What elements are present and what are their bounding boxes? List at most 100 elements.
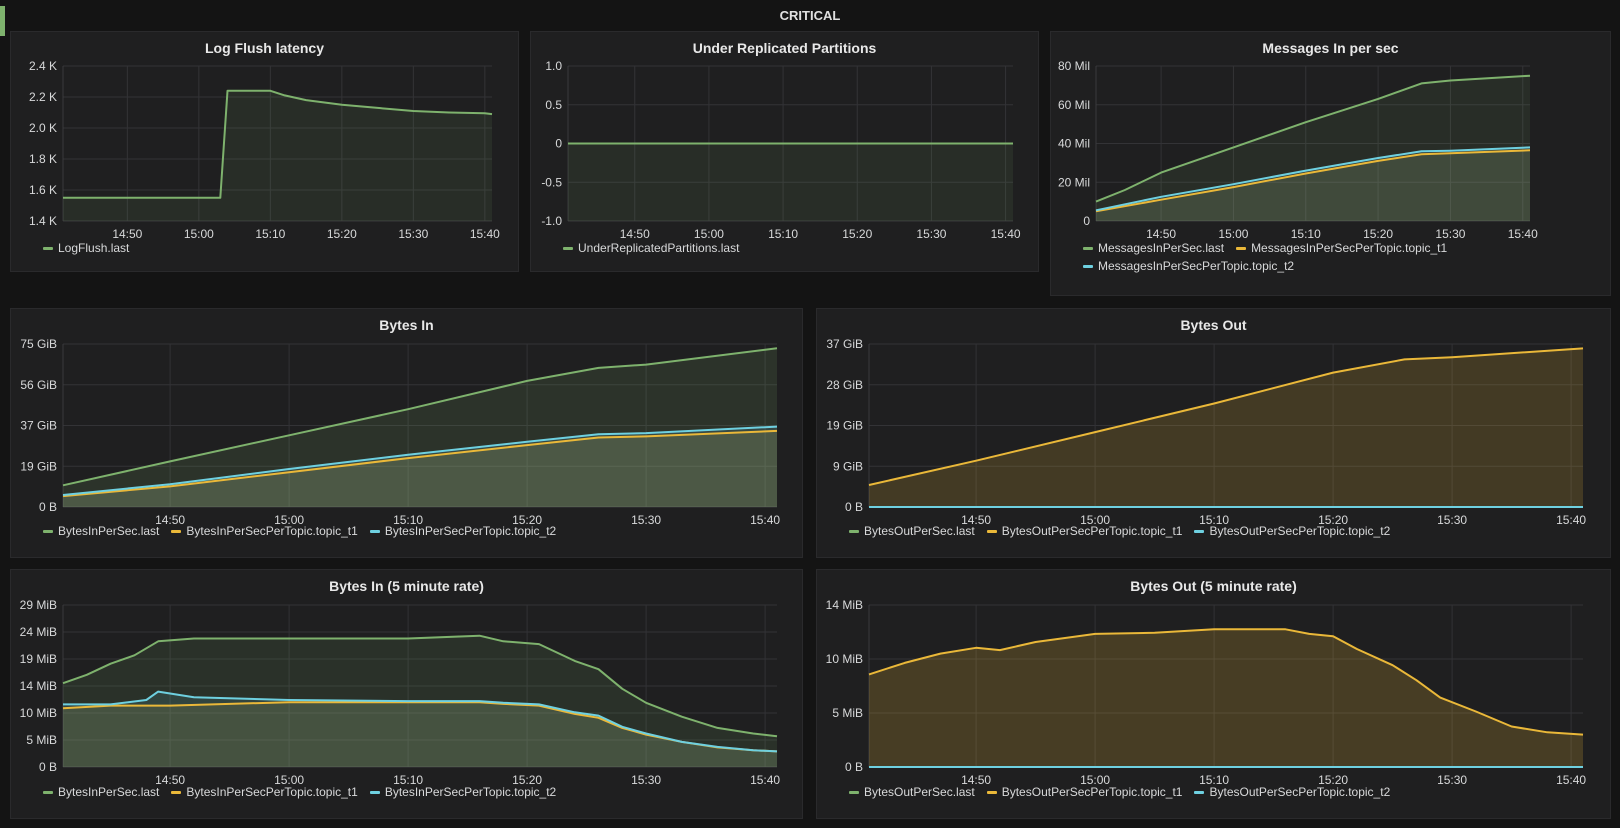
x-tick-label: 15:10: [1291, 227, 1321, 241]
chart-svg: 29 MiB 24 MiB 19 MiB 14 MiB 10 MiB 5 MiB 0 B 14…: [20, 598, 781, 787]
panel-title[interactable]: Log Flush latency: [204, 40, 324, 56]
series-line-MessagesInPerSecPerTopic.topic_t2[interactable]: [1095, 146, 1531, 212]
legend-item[interactable]: BytesInPerSecPerTopic.topic_t2: [369, 522, 557, 540]
panel-title[interactable]: Bytes In (5 minute rate): [329, 578, 484, 594]
x-tick-label: 14:50: [961, 513, 991, 527]
legend-swatch: [1083, 246, 1093, 250]
series-area-1: [869, 348, 1583, 507]
legend-item[interactable]: BytesOutPerSec.last: [849, 783, 975, 801]
legend-swatch: [369, 529, 380, 533]
legend-item[interactable]: BytesOutPerSecPerTopic.topic_t2: [1194, 783, 1390, 801]
x-tick-label: 15:10: [393, 773, 423, 787]
y-tick-label: 80 Mil: [1058, 59, 1090, 73]
x-tick-label: 15:40: [1556, 773, 1586, 787]
legend-item[interactable]: MessagesInPerSecPerTopic.topic_t2: [1083, 257, 1294, 275]
panel-bytes-in[interactable]: Bytes In 75 GiB 56 GiB 37 GiB 19 GiB 0 B 14:50…: [10, 308, 803, 558]
legend: UnderReplicatedPartitions.last: [563, 239, 1028, 257]
legend: BytesOutPerSec.last BytesOutPerSecPerTopi…: [849, 522, 1600, 540]
series-line-BytesInPerSec.last[interactable]: [62, 634, 778, 738]
legend-item[interactable]: MessagesInPerSecPerTopic.topic_t1: [1236, 239, 1447, 257]
legend-swatch: [171, 790, 182, 794]
legend-item[interactable]: BytesOutPerSecPerTopic.topic_t2: [1194, 522, 1390, 540]
legend-label: BytesInPerSecPerTopic.topic_t2: [384, 524, 557, 538]
y-tick-label: 2.4 K: [29, 59, 57, 73]
x-tick-label: 15:20: [512, 513, 542, 527]
legend-item[interactable]: BytesOutPerSec.last: [849, 522, 975, 540]
y-tick-label: 0 B: [39, 500, 57, 514]
chart-svg: 14 MiB 10 MiB 5 MiB 0 B 14:50 15:00 15:10 15:20…: [826, 598, 1587, 787]
y-tick-label: 56 GiB: [20, 378, 57, 392]
legend-item[interactable]: LogFlush.last: [43, 239, 129, 257]
x-tick-label: 15:00: [1218, 227, 1248, 241]
panel-log-flush-latency[interactable]: Log Flush latency 2.4 K 2.2 K 2.0 K 1.8 K 1.6…: [10, 31, 519, 272]
legend-item[interactable]: BytesInPerSec.last: [43, 783, 159, 801]
x-tick-label: 15:40: [991, 227, 1021, 241]
legend-swatch: [43, 529, 53, 533]
y-tick-label: 1.4 K: [29, 214, 57, 228]
x-tick-label: 15:20: [327, 227, 357, 241]
series-line-BytesInPerSecPerTopic.topic_t2[interactable]: [63, 690, 778, 753]
x-tick-label: 15:20: [1318, 773, 1348, 787]
series-area-1: [1096, 150, 1530, 221]
x-tick-label: 15:30: [631, 513, 661, 527]
legend-label: BytesInPerSec.last: [58, 785, 160, 799]
series-area-0: [568, 143, 1013, 221]
panel-bytes-out[interactable]: Bytes Out 37 GiB 28 GiB 19 GiB 9 GiB 0 B 14:50…: [816, 308, 1611, 558]
legend-item[interactable]: MessagesInPerSec.last: [1083, 239, 1224, 257]
x-tick-label: 15:00: [274, 513, 304, 527]
series-area-2: [63, 426, 777, 507]
series-line-BytesInPerSecPerTopic.topic_t1[interactable]: [62, 429, 778, 498]
x-tick-label: 15:10: [1199, 773, 1229, 787]
x-tick-label: 15:30: [631, 773, 661, 787]
series-line-LogFlush.last[interactable]: [63, 89, 493, 199]
legend-label: BytesOutPerSecPerTopic.topic_t1: [1001, 785, 1183, 799]
legend-item[interactable]: BytesInPerSecPerTopic.topic_t2: [369, 783, 557, 801]
panel-title[interactable]: Under Replicated Partitions: [692, 40, 877, 56]
series-area-2: [63, 691, 777, 767]
legend-item[interactable]: BytesOutPerSecPerTopic.topic_t1: [986, 783, 1183, 801]
legend: MessagesInPerSec.last MessagesInPerSecPer…: [1083, 239, 1600, 275]
series-line-BytesInPerSec.last[interactable]: [62, 347, 778, 487]
legend-item[interactable]: BytesInPerSecPerTopic.topic_t1: [171, 522, 358, 540]
legend-item[interactable]: BytesOutPerSecPerTopic.topic_t1: [986, 522, 1183, 540]
panel-title[interactable]: Bytes Out: [1180, 317, 1247, 333]
x-tick-label: 15:30: [398, 227, 428, 241]
y-tick-label: 0 B: [845, 760, 863, 774]
y-tick-label: 1.0: [545, 59, 562, 73]
panel-bytes-out-5m[interactable]: Bytes Out (5 minute rate) 14 MiB 10 MiB 5 M…: [816, 569, 1611, 819]
legend-label: BytesOutPerSec.last: [864, 785, 975, 799]
y-tick-label: 10 MiB: [826, 652, 863, 666]
legend-swatch: [1236, 246, 1247, 250]
panel-under-replicated-partitions[interactable]: Under Replicated Partitions 1.0 0.5 0 -0.5 -1…: [530, 31, 1039, 272]
panel-title[interactable]: Messages In per sec: [1262, 40, 1399, 56]
series-line-BytesOutPerSecPerTopic.topic_t1[interactable]: [868, 628, 1584, 736]
panel-messages-in-per-sec[interactable]: Messages In per sec 80 Mil 60 Mil 40 Mil 20 …: [1050, 31, 1611, 296]
legend-label: BytesInPerSec.last: [58, 524, 160, 538]
y-tick-label: 1.8 K: [29, 152, 57, 166]
x-tick-label: 15:40: [1508, 227, 1538, 241]
panel-title[interactable]: Bytes Out (5 minute rate): [1130, 578, 1297, 594]
legend-item[interactable]: BytesInPerSecPerTopic.topic_t1: [171, 783, 358, 801]
y-tick-label: 0 B: [39, 760, 57, 774]
x-tick-label: 15:40: [750, 513, 780, 527]
x-tick-label: 15:00: [1080, 773, 1110, 787]
legend-item[interactable]: BytesInPerSec.last: [43, 522, 159, 540]
y-tick-label: 5 MiB: [26, 733, 57, 747]
legend-swatch: [1083, 264, 1093, 268]
y-tick-label: 0.5: [545, 98, 562, 112]
y-tick-label: 28 GiB: [826, 378, 863, 392]
row-title[interactable]: CRITICAL: [779, 8, 841, 23]
legend-label: BytesOutPerSecPerTopic.topic_t1: [1001, 524, 1183, 538]
series-line-BytesInPerSecPerTopic.topic_t2[interactable]: [62, 425, 778, 496]
x-tick-label: 15:00: [694, 227, 724, 241]
legend-label: BytesInPerSecPerTopic.topic_t2: [384, 785, 557, 799]
series-line-BytesOutPerSecPerTopic.topic_t1[interactable]: [868, 347, 1584, 486]
panel-title[interactable]: Bytes In: [379, 317, 434, 333]
series-line-MessagesInPerSec.last[interactable]: [1095, 74, 1531, 203]
legend-item[interactable]: UnderReplicatedPartitions.last: [563, 239, 739, 257]
series-area-0: [63, 90, 492, 221]
legend-label: MessagesInPerSecPerTopic.topic_t2: [1098, 259, 1295, 273]
y-tick-label: 5 MiB: [832, 706, 863, 720]
panel-bytes-in-5m[interactable]: Bytes In (5 minute rate) 29 MiB 24 MiB 19 M…: [10, 569, 803, 819]
series-line-MessagesInPerSecPerTopic.topic_t1[interactable]: [1095, 149, 1531, 213]
